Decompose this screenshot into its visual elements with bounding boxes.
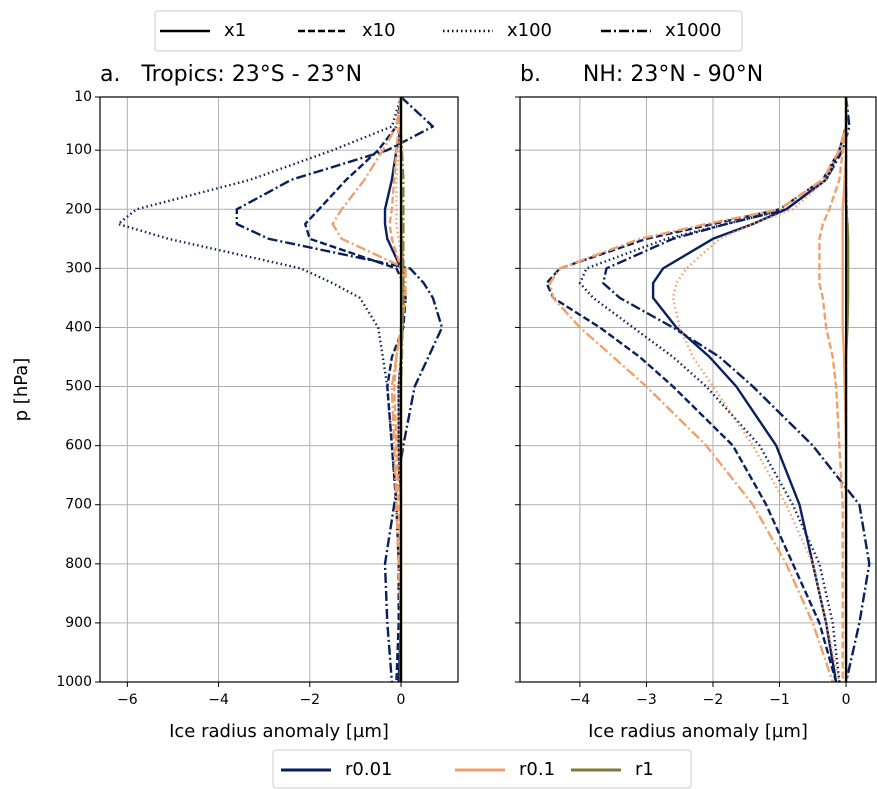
x-tick-label: −2 bbox=[299, 692, 320, 708]
y-tick-label: 500 bbox=[65, 379, 92, 395]
y-tick-label: 200 bbox=[65, 201, 92, 217]
x-tick-label: −6 bbox=[117, 692, 138, 708]
axes-frame bbox=[99, 96, 459, 683]
legend-label: x100 bbox=[507, 20, 552, 41]
legend-label: r1 bbox=[635, 759, 654, 780]
y-tick-label: 600 bbox=[65, 438, 92, 454]
legend-label: x1 bbox=[224, 20, 246, 41]
y-tick-label: 700 bbox=[65, 497, 92, 513]
y-tick-label: 900 bbox=[65, 615, 92, 631]
y-tick-label: 100 bbox=[65, 142, 92, 158]
data-line bbox=[818, 97, 848, 682]
x-axis-label: Ice radius anomaly [µm] bbox=[169, 721, 389, 742]
x-tick-label: −4 bbox=[570, 692, 591, 708]
x-tick-label: −4 bbox=[208, 692, 229, 708]
y-tick-label: 10 bbox=[74, 89, 92, 105]
y-tick-label: 300 bbox=[65, 260, 92, 276]
y-tick-label: 800 bbox=[65, 556, 92, 572]
legend-label: r0.01 bbox=[345, 759, 392, 780]
x-tick-label: 0 bbox=[842, 692, 851, 708]
axes-frame bbox=[519, 96, 877, 683]
y-tick-label: 1000 bbox=[56, 674, 92, 690]
y-tick-label: 400 bbox=[65, 319, 92, 335]
data-line bbox=[235, 96, 444, 683]
panel-title: b. NH: 23°N - 90°N bbox=[520, 62, 763, 87]
x-tick-label: −1 bbox=[769, 692, 790, 708]
panel-title: a. Tropics: 23°S - 23°N bbox=[100, 62, 362, 87]
x-tick-label: 0 bbox=[397, 692, 406, 708]
x-tick-label: −2 bbox=[703, 692, 724, 708]
data-line bbox=[331, 96, 407, 682]
x-axis-label: Ice radius anomaly [µm] bbox=[588, 721, 808, 742]
data-line bbox=[545, 97, 848, 683]
legend-label: x1000 bbox=[665, 20, 721, 41]
legend-label: r0.1 bbox=[519, 759, 555, 780]
legend-label: x10 bbox=[362, 20, 396, 41]
data-line bbox=[671, 97, 848, 683]
data-line bbox=[117, 96, 403, 683]
y-axis-label: p [hPa] bbox=[11, 358, 32, 422]
x-tick-label: −3 bbox=[636, 692, 657, 708]
